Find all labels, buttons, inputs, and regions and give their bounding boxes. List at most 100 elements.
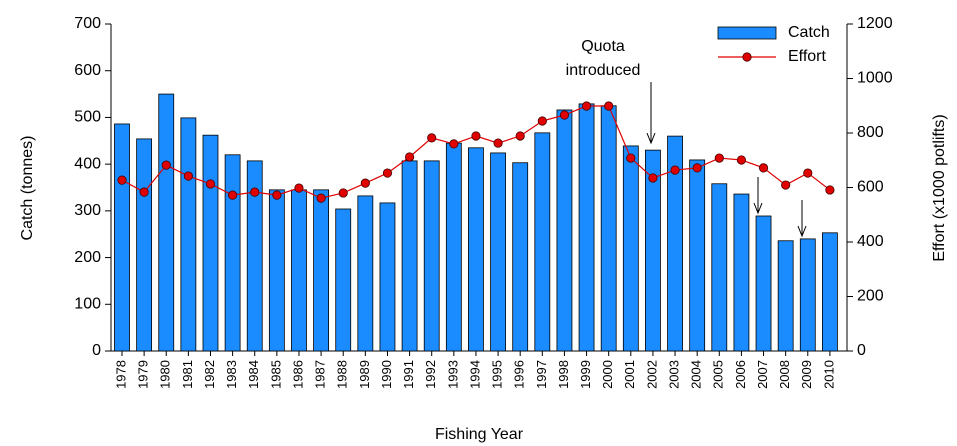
legend-label: Catch [788,24,830,41]
bar [291,189,307,352]
point [537,116,547,126]
x-tick-label: 2010 [821,360,836,389]
point [670,165,680,175]
x-tick-label: 2009 [799,360,814,389]
bar [357,195,374,352]
y-tick-label: 0 [92,342,101,359]
x-tick-label: 1999 [578,360,593,389]
bar [822,232,838,352]
y-tick-label: 100 [74,296,101,313]
y2-tick-label: 400 [857,233,884,250]
y2-tick-label: 1000 [857,70,893,87]
point [183,171,193,181]
point [781,180,791,190]
bar [202,134,219,352]
point [250,187,260,197]
x-tick-label: 1982 [202,360,217,389]
y2-tick-label: 600 [857,179,884,196]
bar [114,123,130,352]
y-tick-label: 500 [74,109,101,126]
point [316,193,326,203]
x-tick-label: 1978 [113,360,128,389]
point [626,153,636,163]
y2-tick-label: 800 [857,124,884,141]
bar [445,142,462,352]
point [758,163,769,173]
x-tick-label: 1986 [290,360,305,389]
x-tick-label: 1989 [357,360,372,389]
point [736,155,747,165]
annotation: Quota [581,38,625,55]
x-tick-label: 1983 [224,360,239,389]
point [581,101,592,111]
x-tick-label: 1981 [180,360,195,389]
point [139,187,149,197]
bar [490,152,506,352]
point [493,138,503,148]
x-tick-label: 1984 [246,360,261,389]
point [427,133,437,143]
y-tick-label: 300 [74,202,101,219]
y-tick-label: 200 [74,249,101,266]
bar [733,193,750,352]
x-tick-label: 1995 [490,360,505,389]
x-tick-label: 1980 [158,360,173,389]
point [449,139,459,149]
bar [401,160,418,352]
x-tick-label: 2002 [644,360,659,389]
point [648,173,658,183]
arrow-head [797,225,807,238]
point [471,131,481,141]
x-tick-label: 1979 [136,360,151,389]
x-tick-label: 1996 [512,360,527,389]
point [714,153,724,163]
y2-tick-label: 200 [857,288,884,305]
x-tick-label: 2001 [622,360,637,389]
point [803,168,813,178]
bar [224,154,241,352]
bar [600,105,617,352]
x-tick-label: 2008 [777,360,792,389]
point [382,168,393,178]
x-tick-label: 2004 [689,360,704,389]
bar [136,138,153,352]
point [205,179,216,189]
arrow-head [753,202,763,215]
x-tick-label: 1987 [313,360,328,389]
bar [158,93,175,352]
x-tick-label: 1993 [445,360,460,389]
bar [423,160,440,352]
bar [268,189,285,352]
legend-swatch [742,52,752,62]
point [559,110,570,120]
x-tick-label: 1990 [379,360,394,389]
x-tick-label: 1997 [534,360,549,389]
point [117,175,127,185]
bar [379,202,396,352]
bar [578,103,595,352]
bar [534,132,551,352]
point [604,101,614,111]
bar [777,240,794,352]
x-tick-label: 1988 [335,360,350,389]
x-tick-label: 1992 [423,360,438,389]
bar [313,189,329,352]
arrows [646,82,807,238]
y2-axis-label: Effort (x1000 potlifts) [931,114,948,261]
point [692,163,702,173]
bar [711,183,728,352]
point [161,160,171,170]
y-tick-label: 400 [74,155,101,172]
x-tick-label: 1994 [467,360,482,389]
point [272,190,282,200]
bar [755,215,772,352]
y-axis-label: Catch (tonnes) [19,136,36,241]
legend-label: Effort [788,48,827,65]
x-axis-label: Fishing Year [435,426,524,443]
bar [468,147,484,352]
bar [622,145,639,352]
x-tick-label: 2000 [600,360,615,389]
point [515,131,525,141]
bar [335,208,352,352]
